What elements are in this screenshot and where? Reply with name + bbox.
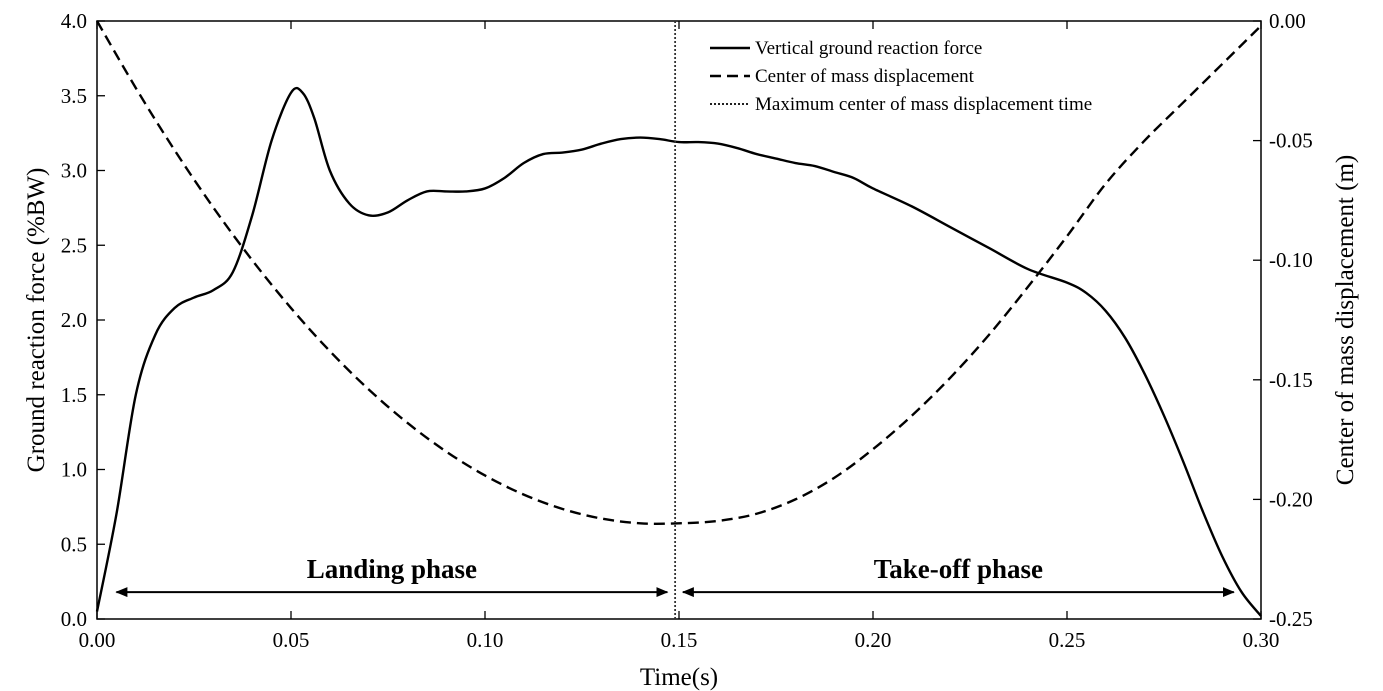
x-tick-label: 0.20	[855, 628, 892, 652]
y-left-tick-label: 1.0	[61, 458, 87, 482]
take-off-phase-label: Take-off phase	[874, 554, 1043, 584]
y-left-tick-label: 2.5	[61, 233, 87, 257]
axes: 0.00 0.05 0.10 0.15 0.20 0.25 0.30 0.0 0.5 1.0 1.5…	[61, 9, 1313, 652]
y-right-tick-label: 0.00	[1269, 9, 1306, 33]
landing-phase-label: Landing phase	[307, 554, 477, 584]
x-tick-label: 0.05	[273, 628, 310, 652]
series-line-vertical-ground-reaction-force	[95, 86, 1262, 617]
y-right-tick-label: -0.25	[1269, 607, 1313, 631]
y-left-tick-label: 4.0	[61, 9, 87, 33]
y-left-tick-label: 2.0	[61, 308, 87, 332]
y-right-tick-label: -0.05	[1269, 129, 1313, 153]
y-axis-left-title: Ground reaction force (%BW)	[23, 168, 50, 473]
y-right-tick-label: -0.15	[1269, 368, 1313, 392]
phase-annotations: Landing phase Take-off phase	[115, 554, 1235, 598]
y-right-tick-label: -0.20	[1269, 487, 1313, 511]
y-right-tick-label: -0.10	[1269, 248, 1313, 272]
legend-label-maximum-center-of-mass-displacement-time: Maximum center of mass displacement time	[755, 94, 1092, 115]
legend-label-vertical-ground-reaction-force: Vertical ground reaction force	[755, 38, 982, 59]
y-left-tick-label: 3.5	[61, 84, 87, 108]
x-tick-label: 0.25	[1049, 628, 1086, 652]
y-axis-right-title: Center of mass displacement (m)	[1332, 155, 1359, 485]
legend: Vertical ground reaction force Center of …	[710, 38, 1092, 115]
y-left-tick-label: 0.0	[61, 607, 87, 631]
x-tick-label: 0.10	[467, 628, 504, 652]
x-tick-label: 0.15	[661, 628, 698, 652]
y-left-tick-label: 3.0	[61, 159, 87, 183]
x-tick-label: 0.00	[79, 628, 116, 652]
x-tick-label: 0.30	[1243, 628, 1280, 652]
plot-series	[95, 20, 1262, 619]
x-axis-title: Time(s)	[640, 664, 718, 691]
y-left-tick-label: 1.5	[61, 383, 87, 407]
y-left-tick-label: 0.5	[61, 532, 87, 556]
series-line-center-of-mass-displacement	[95, 20, 1262, 525]
legend-label-center-of-mass-displacement: Center of mass displacement	[755, 66, 975, 87]
